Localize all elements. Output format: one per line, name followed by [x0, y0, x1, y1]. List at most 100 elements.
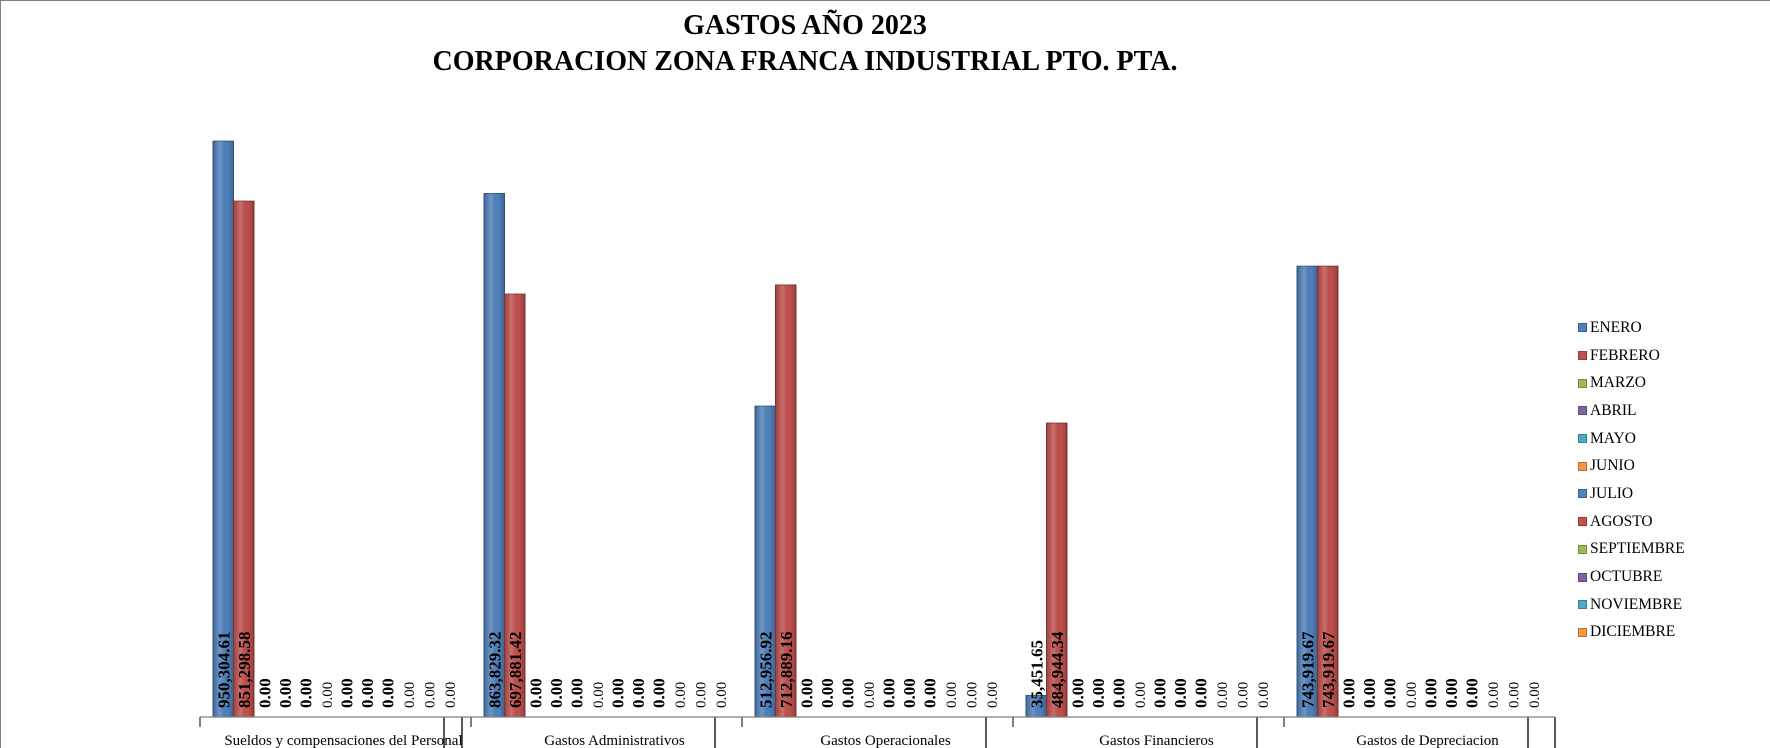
- legend-swatch: [1578, 434, 1587, 444]
- data-label: 0.00: [1404, 682, 1420, 708]
- data-label: 0.00: [567, 678, 586, 708]
- legend-item: FEBRERO: [1578, 342, 1768, 370]
- data-label: 0.00: [1380, 678, 1399, 708]
- data-label: 0.00: [1171, 678, 1190, 708]
- data-label: 0.00: [402, 682, 418, 708]
- bar-shade: [1297, 266, 1318, 717]
- data-label: 512,956.92: [756, 632, 775, 709]
- legend-item: ABRIL: [1578, 397, 1768, 425]
- category-label: Sueldos y compensaciones del Personal: [224, 733, 462, 748]
- legend-swatch: [1578, 627, 1587, 637]
- data-label: 0.00: [693, 682, 709, 708]
- legend-label: MAYO: [1590, 429, 1636, 447]
- data-label: 0.00: [1442, 678, 1461, 708]
- data-label: 0.00: [879, 678, 898, 708]
- legend-item: JUNIO: [1578, 452, 1768, 480]
- data-label: 0.00: [1486, 682, 1502, 708]
- data-label: 0.00: [629, 678, 648, 708]
- data-label: 0.00: [422, 682, 438, 708]
- category-label: Gastos Financieros: [1099, 733, 1214, 748]
- legend-label: JUNIO: [1590, 457, 1635, 475]
- data-label: 743,919.67: [1319, 631, 1338, 708]
- legend-swatch: [1578, 351, 1587, 361]
- data-label: 712,889.16: [777, 632, 796, 709]
- legend-label: AGOSTO: [1590, 512, 1653, 530]
- data-label: 0.00: [1068, 678, 1087, 708]
- data-label: 0.00: [296, 678, 315, 708]
- data-label: 0.00: [1150, 678, 1169, 708]
- bar-shade: [213, 141, 234, 717]
- legend-label: JULIO: [1590, 484, 1634, 502]
- legend-swatch: [1578, 517, 1587, 527]
- data-label: 0.00: [1462, 678, 1481, 708]
- data-label: 0.00: [673, 682, 689, 708]
- chart-subtitle: CORPORACION ZONA FRANCA INDUSTRIAL PTO. …: [432, 46, 1178, 77]
- data-label: 0.00: [1191, 678, 1210, 708]
- bar-shade: [233, 201, 254, 718]
- legend-swatch: [1578, 323, 1587, 333]
- data-label: 0.00: [1089, 678, 1108, 708]
- legend-label: MARZO: [1590, 374, 1646, 392]
- legend-item: AGOSTO: [1578, 508, 1768, 536]
- data-label: 0.00: [1256, 682, 1272, 708]
- data-label: 950,304.61: [214, 632, 233, 709]
- data-label: 0.00: [1235, 682, 1251, 708]
- data-label: 697,881.42: [506, 632, 525, 709]
- data-label: 0.00: [608, 678, 627, 708]
- data-label: 0.00: [378, 678, 397, 708]
- legend-item: MARZO: [1578, 369, 1768, 397]
- legend-item: DICIEMBRE: [1578, 619, 1768, 647]
- data-label: 0.00: [358, 678, 377, 708]
- data-label: 743,919.67: [1298, 631, 1317, 708]
- legend: ENERO FEBRERO MARZO ABRIL MAYO JUNIO JULIO AGOS…: [1578, 314, 1768, 646]
- data-label: 0.00: [337, 678, 356, 708]
- data-label: 0.00: [797, 678, 816, 708]
- legend-item: NOVIEMBRE: [1578, 591, 1768, 619]
- data-label: 0.00: [985, 682, 1001, 708]
- data-label: 863,829.32: [485, 632, 504, 709]
- data-label: 0.00: [1109, 678, 1128, 708]
- data-label: 0.00: [944, 682, 960, 708]
- data-label: 0.00: [1339, 678, 1358, 708]
- data-label: 0.00: [714, 682, 730, 708]
- legend-swatch: [1578, 600, 1587, 610]
- data-label: 0.00: [255, 678, 274, 708]
- category-label: Gastos Administrativos: [544, 733, 685, 748]
- legend-item: SEPTIEMBRE: [1578, 536, 1768, 564]
- legend-swatch: [1578, 378, 1587, 388]
- legend-label: OCTUBRE: [1590, 568, 1663, 586]
- legend-item: JULIO: [1578, 480, 1768, 508]
- category-label: Gastos Operacionales: [820, 733, 951, 748]
- data-label: 0.00: [1360, 678, 1379, 708]
- data-label: 0.00: [862, 682, 878, 708]
- data-label: 0.00: [964, 682, 980, 708]
- data-label: 0.00: [920, 678, 939, 708]
- legend-swatch: [1578, 544, 1587, 554]
- data-label: 0.00: [818, 678, 837, 708]
- category-label: Gastos de Depreciacion: [1356, 733, 1499, 748]
- legend-label: SEPTIEMBRE: [1590, 540, 1685, 558]
- data-label: 0.00: [443, 682, 459, 708]
- legend-swatch: [1578, 572, 1587, 582]
- data-label: 0.00: [838, 678, 857, 708]
- legend-item: MAYO: [1578, 425, 1768, 453]
- data-label: 0.00: [276, 678, 295, 708]
- data-label: 0.00: [1215, 682, 1231, 708]
- data-label: 0.00: [900, 678, 919, 708]
- legend-item: OCTUBRE: [1578, 563, 1768, 591]
- bar-shade: [1317, 266, 1338, 717]
- data-label: 0.00: [1527, 682, 1543, 708]
- data-label: 0.00: [526, 678, 545, 708]
- data-label: 35,451.65: [1027, 640, 1046, 708]
- bar-shade: [755, 406, 776, 717]
- legend-label: ENERO: [1590, 318, 1642, 336]
- data-label: 0.00: [649, 678, 668, 708]
- data-label: 0.00: [1506, 682, 1522, 708]
- legend-swatch: [1578, 489, 1587, 499]
- data-label: 851,298.58: [235, 632, 254, 709]
- legend-label: FEBRERO: [1590, 346, 1660, 364]
- data-label: 0.00: [591, 682, 607, 708]
- bar-shade: [1046, 423, 1067, 717]
